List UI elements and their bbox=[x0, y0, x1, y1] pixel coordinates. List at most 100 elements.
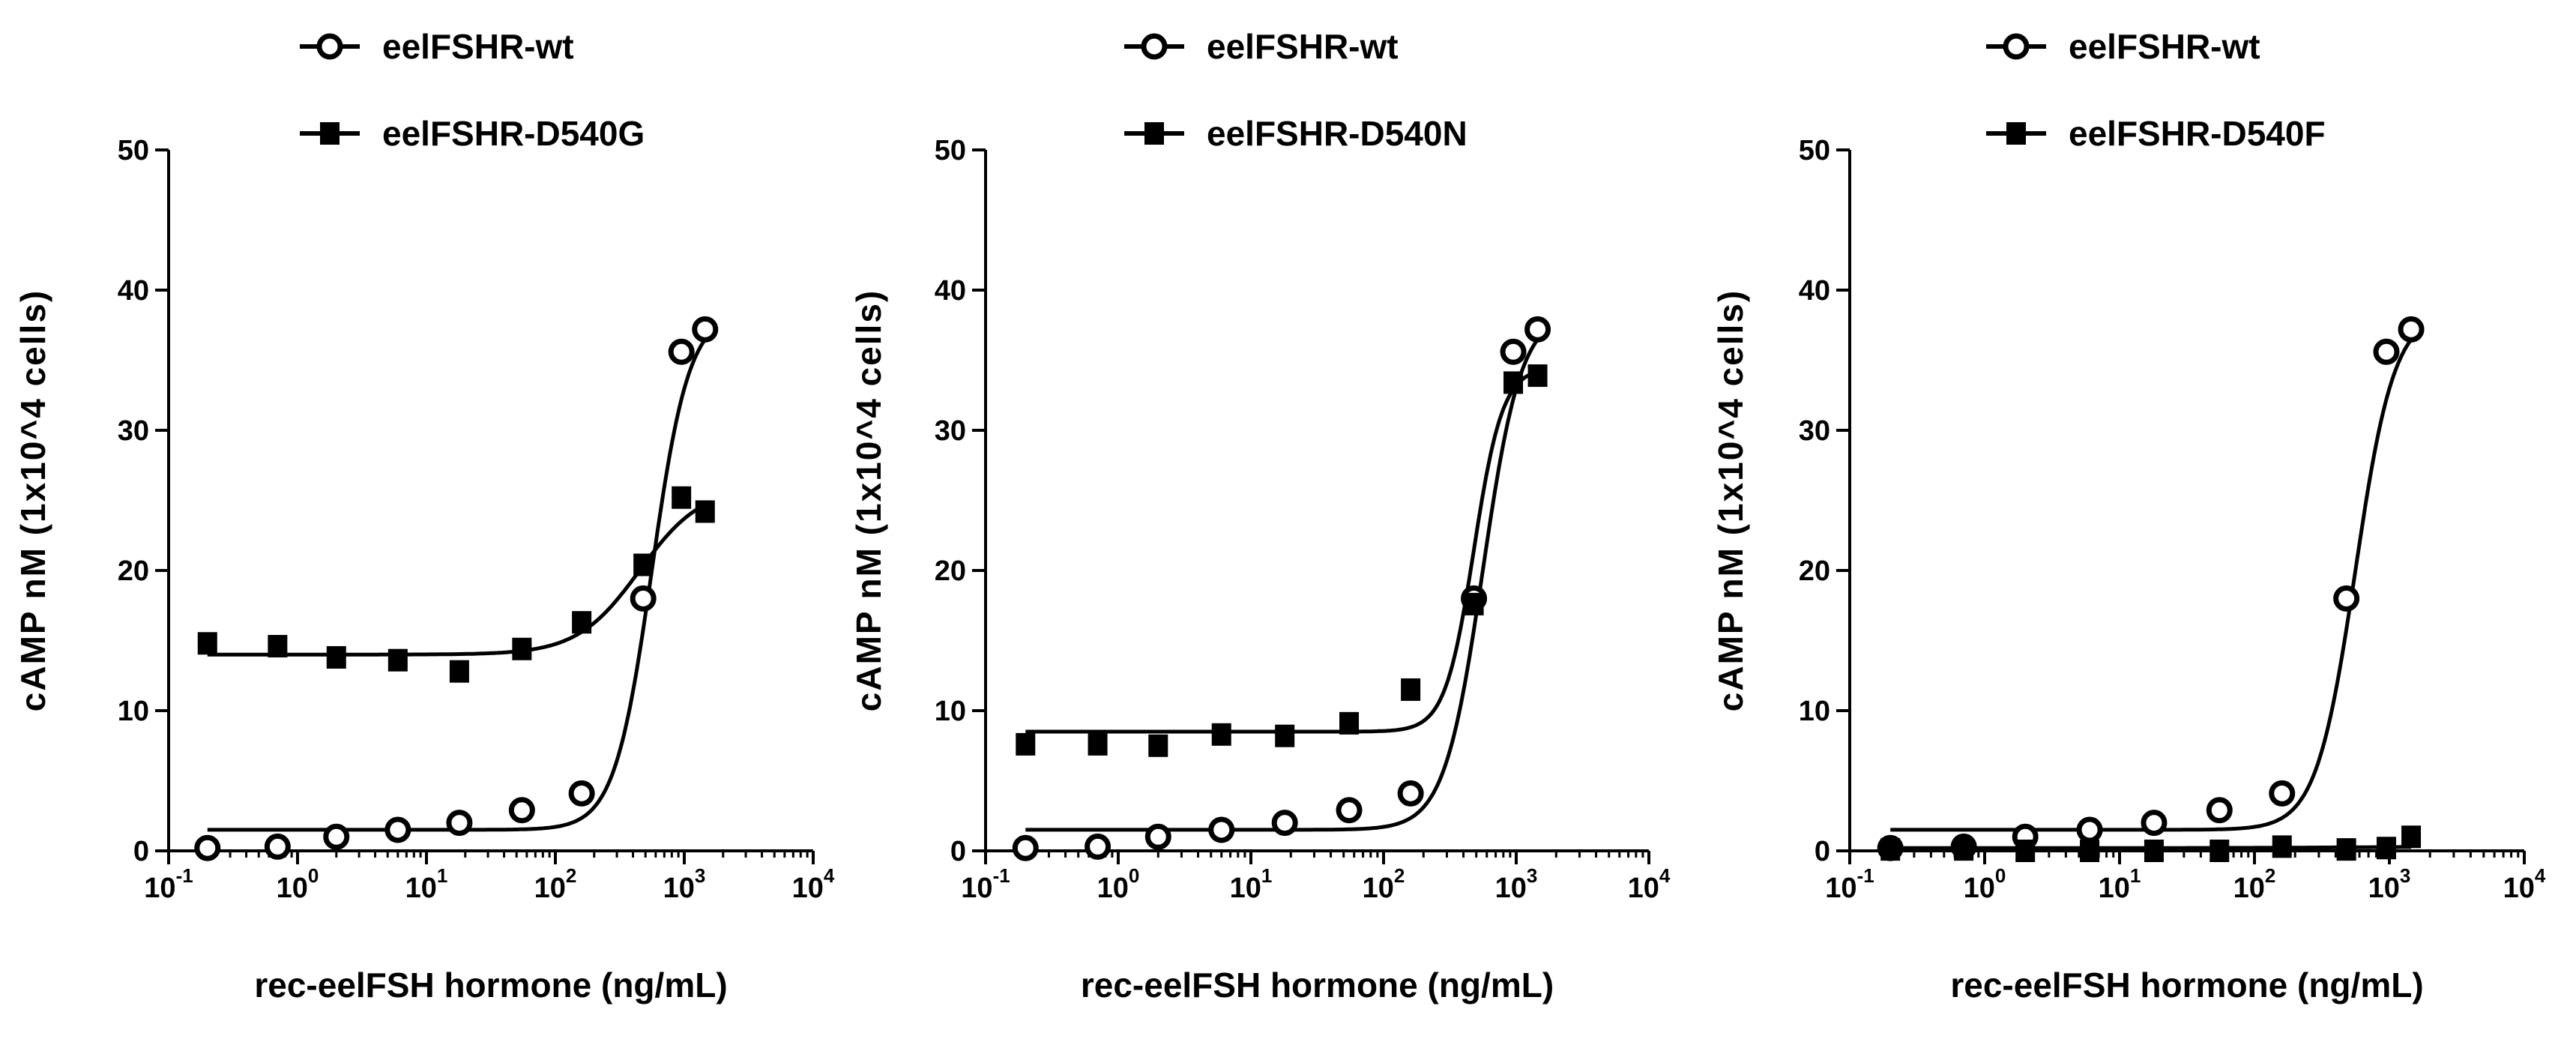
x-tick-exponent: -1 bbox=[1857, 864, 1874, 887]
x-tick-base: 10 bbox=[792, 873, 824, 904]
data-point bbox=[1148, 734, 1168, 757]
data-point bbox=[384, 816, 411, 843]
legend-label: eelFSHR-wt bbox=[2069, 27, 2260, 66]
x-tick-base: 10 bbox=[1628, 873, 1659, 904]
data-point bbox=[326, 645, 346, 669]
data-point bbox=[1144, 823, 1171, 850]
x-tick-label: 100 bbox=[277, 864, 319, 904]
x-tick-base: 10 bbox=[144, 873, 175, 904]
legend-entry: eelFSHR-D540G bbox=[300, 114, 645, 153]
x-tick-base: 10 bbox=[1230, 873, 1261, 904]
y-tick-label: 0 bbox=[950, 836, 966, 867]
data-point bbox=[1397, 780, 1424, 807]
x-axis-title: rec-eelFSH hormone (ng/mL) bbox=[1950, 966, 2423, 1005]
series-1 bbox=[1012, 316, 1551, 861]
data-point bbox=[692, 316, 719, 343]
data-point bbox=[695, 500, 715, 523]
x-tick-exponent: 4 bbox=[824, 864, 835, 887]
x-tick-label: 104 bbox=[1628, 864, 1671, 904]
x-tick-base: 10 bbox=[2368, 873, 2400, 904]
x-tick-exponent: 3 bbox=[2400, 864, 2410, 887]
x-tick-label: 101 bbox=[1230, 864, 1273, 904]
y-tick-label: 40 bbox=[118, 275, 149, 307]
data-point bbox=[572, 611, 592, 634]
data-point bbox=[446, 810, 473, 837]
x-tick-exponent: 1 bbox=[437, 864, 447, 887]
data-point bbox=[1524, 316, 1551, 343]
x-tick-label: 104 bbox=[792, 864, 835, 904]
y-tick-label: 30 bbox=[118, 415, 149, 447]
x-axis-title: rec-eelFSH hormone (ng/mL) bbox=[1081, 966, 1554, 1005]
x-tick-exponent: 3 bbox=[1527, 864, 1537, 887]
y-tick-label: 40 bbox=[935, 275, 966, 307]
x-tick-label: 100 bbox=[1964, 864, 2006, 904]
data-point bbox=[387, 648, 408, 672]
x-tick-label: 10-1 bbox=[961, 864, 1010, 904]
data-point bbox=[1012, 834, 1039, 861]
data-point bbox=[1088, 732, 1108, 756]
x-tick-label: 102 bbox=[534, 864, 577, 904]
y-tick-label: 50 bbox=[1799, 135, 1830, 166]
data-point bbox=[1339, 711, 1360, 735]
y-axis-title: cAMP nM (1x10^4 cells) bbox=[849, 289, 888, 711]
x-tick-base: 10 bbox=[1964, 873, 1995, 904]
data-point bbox=[2076, 816, 2103, 843]
data-point bbox=[1500, 338, 1527, 365]
x-tick-label: 102 bbox=[1363, 864, 1405, 904]
y-tick-label: 0 bbox=[1815, 836, 1830, 867]
data-point bbox=[2401, 825, 2422, 849]
series-2 bbox=[197, 486, 715, 683]
x-tick-base: 10 bbox=[663, 873, 695, 904]
legend-label: eelFSHR-D540N bbox=[1207, 114, 1468, 153]
x-tick-exponent: 4 bbox=[2535, 864, 2546, 887]
data-point bbox=[2333, 585, 2360, 612]
legend-marker-circle bbox=[1141, 33, 1168, 60]
legend-marker-square bbox=[1144, 122, 1164, 145]
legend-marker-square bbox=[320, 122, 340, 145]
x-tick-exponent: 2 bbox=[1394, 864, 1405, 887]
y-tick-label: 20 bbox=[935, 555, 966, 587]
series-2 bbox=[1016, 364, 1548, 757]
x-tick-base: 10 bbox=[1495, 873, 1527, 904]
x-tick-exponent: 0 bbox=[1995, 864, 2006, 887]
x-tick-base: 10 bbox=[405, 873, 437, 904]
legend-label: eelFSHR-wt bbox=[1207, 27, 1399, 66]
fit-curve bbox=[207, 502, 706, 657]
data-point bbox=[264, 833, 291, 860]
x-tick-exponent: 0 bbox=[1129, 864, 1139, 887]
legend-entry: eelFSHR-wt bbox=[300, 27, 574, 66]
x-tick-exponent: 1 bbox=[2130, 864, 2141, 887]
y-tick-label: 30 bbox=[1799, 415, 1830, 447]
x-tick-label: 10-1 bbox=[1825, 864, 1874, 904]
data-point bbox=[1085, 833, 1111, 860]
x-tick-label: 104 bbox=[2503, 864, 2546, 904]
data-point bbox=[508, 797, 535, 824]
x-tick-exponent: 1 bbox=[1261, 864, 1272, 887]
legend-marker-square bbox=[2006, 122, 2026, 145]
data-point bbox=[1464, 592, 1484, 615]
x-axis-title: rec-eelFSH hormone (ng/mL) bbox=[254, 966, 727, 1005]
legend-entry: eelFSHR-wt bbox=[1986, 27, 2260, 66]
legend-entry: eelFSHR-D540N bbox=[1124, 114, 1468, 153]
data-point bbox=[633, 553, 654, 576]
y-tick-label: 30 bbox=[935, 415, 966, 447]
legend-entry: eelFSHR-wt bbox=[1124, 27, 1399, 66]
data-point bbox=[2206, 797, 2233, 824]
data-point bbox=[449, 660, 469, 683]
x-tick-exponent: 2 bbox=[2265, 864, 2275, 887]
y-tick-label: 40 bbox=[1799, 275, 1830, 307]
y-axis-title: cAMP nM (1x10^4 cells) bbox=[1711, 289, 1750, 711]
y-tick-label: 10 bbox=[1799, 696, 1830, 727]
data-point bbox=[1880, 838, 1901, 861]
data-point bbox=[2144, 840, 2164, 862]
x-tick-base: 10 bbox=[1363, 873, 1394, 904]
x-tick-base: 10 bbox=[2099, 873, 2130, 904]
data-point bbox=[668, 338, 695, 365]
series-2 bbox=[1880, 825, 2422, 862]
data-point bbox=[1271, 810, 1298, 837]
x-tick-base: 10 bbox=[1097, 873, 1129, 904]
data-point bbox=[1336, 797, 1363, 824]
legend-entry: eelFSHR-D540F bbox=[1986, 114, 2326, 153]
